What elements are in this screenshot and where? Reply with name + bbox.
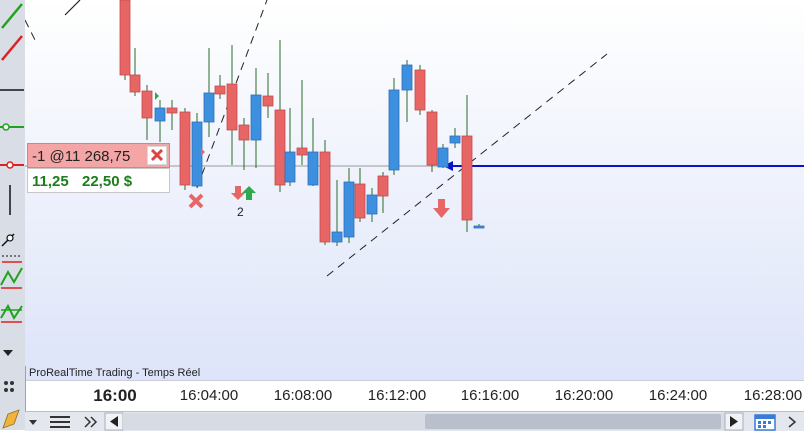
- cancel-order-button[interactable]: [147, 146, 167, 165]
- marker-count-label: 2: [237, 205, 244, 219]
- fast-forward-icon[interactable]: [84, 416, 98, 428]
- chart-canvas: [25, 0, 804, 277]
- sell-arrow-icon: [231, 186, 245, 200]
- candle-body[interactable]: [141, 90, 153, 119]
- time-label: 16:04:00: [179, 387, 239, 404]
- position-pnl-box: 11,25 22,50 $: [27, 168, 170, 193]
- candle-body[interactable]: [179, 111, 191, 186]
- candle-body[interactable]: [473, 225, 485, 229]
- candle-body[interactable]: [203, 92, 215, 123]
- green-segment-icon[interactable]: [0, 123, 24, 131]
- candle-body[interactable]: [377, 175, 389, 197]
- fibonacci-icon[interactable]: [0, 267, 23, 289]
- close-trade-marker-icon: [188, 193, 204, 209]
- red-line-icon[interactable]: [1, 35, 23, 61]
- platform-watermark: ProRealTime Trading - Temps Réel: [29, 367, 201, 379]
- time-axis[interactable]: 16:00 16:04:00 16:08:00 16:12:00 16:16:0…: [25, 380, 804, 412]
- buy-arrow-icon: [242, 186, 256, 200]
- candle-body[interactable]: [401, 64, 413, 91]
- bottom-scrollbar[interactable]: [25, 411, 804, 431]
- candle-body[interactable]: [354, 183, 366, 219]
- chevron-right-icon[interactable]: [788, 416, 797, 428]
- candle-body[interactable]: [319, 151, 331, 243]
- time-label: 16:08:00: [273, 387, 333, 404]
- candle-body[interactable]: [191, 121, 203, 187]
- scroll-left-button[interactable]: [104, 412, 124, 431]
- channel-icon[interactable]: [2, 255, 22, 263]
- candle-body[interactable]: [437, 147, 449, 168]
- trendline[interactable]: [326, 53, 608, 277]
- menu-icon[interactable]: [50, 416, 70, 428]
- candle-body[interactable]: [250, 94, 262, 141]
- candle-body[interactable]: [284, 151, 296, 183]
- buy-marker-icon: [155, 92, 159, 100]
- left-bottom-toolbar: [0, 366, 26, 430]
- candle-body[interactable]: [331, 231, 343, 243]
- candle-body[interactable]: [426, 111, 438, 166]
- pnl-money: 22,50 $: [82, 173, 133, 190]
- pending-order-box[interactable]: -1 @11 268,75: [27, 143, 170, 168]
- order-panel[interactable]: -1 @11 268,75 11,25 22,50 $: [27, 143, 170, 193]
- candle-body[interactable]: [388, 89, 400, 171]
- candle-body[interactable]: [262, 95, 274, 107]
- candle-body[interactable]: [461, 135, 473, 221]
- candle-body[interactable]: [166, 107, 178, 114]
- pnl-points: 11,25: [32, 173, 69, 190]
- scroll-right-button[interactable]: [724, 412, 744, 431]
- candle-body[interactable]: [119, 0, 131, 76]
- candle-body[interactable]: [307, 151, 319, 186]
- dropdown-arrow-icon[interactable]: [3, 350, 13, 356]
- dropdown-arrow-icon[interactable]: [29, 420, 37, 425]
- trendline[interactable]: [64, 0, 81, 16]
- time-label: 16:12:00: [367, 387, 427, 404]
- time-label: 16:00: [93, 386, 137, 405]
- candle-body[interactable]: [154, 107, 166, 122]
- trendline[interactable]: [25, 19, 36, 41]
- red-segment-icon[interactable]: [0, 161, 24, 169]
- sell-marker-icon: [201, 148, 205, 156]
- calendar-icon[interactable]: [754, 414, 776, 431]
- candle-body[interactable]: [226, 83, 238, 131]
- candle-body[interactable]: [414, 69, 426, 111]
- scroll-track[interactable]: [123, 413, 725, 430]
- candle-body[interactable]: [214, 85, 226, 95]
- candle-body[interactable]: [366, 194, 378, 215]
- line-icon[interactable]: [1, 3, 23, 29]
- time-label: 16:20:00: [554, 387, 614, 404]
- candle-body[interactable]: [238, 124, 250, 141]
- sell-arrow-icon: [433, 199, 450, 218]
- toolbar-icons: [0, 3, 24, 356]
- candle-body[interactable]: [449, 135, 461, 144]
- more-options-icon[interactable]: [4, 381, 14, 392]
- zigzag-icon[interactable]: [0, 303, 23, 323]
- pencil-icon[interactable]: [2, 409, 20, 429]
- ray-icon[interactable]: [1, 233, 15, 247]
- close-icon: [150, 148, 164, 162]
- time-label: 16:24:00: [648, 387, 708, 404]
- order-label: -1 @11 268,75: [32, 148, 131, 165]
- candle-body[interactable]: [343, 181, 355, 238]
- time-label: 16:28:00: [743, 387, 803, 404]
- candle-body[interactable]: [129, 74, 141, 93]
- time-label: 16:16:00: [460, 387, 520, 404]
- candle-body[interactable]: [296, 147, 308, 156]
- candle-body[interactable]: [274, 109, 286, 186]
- drawing-toolbar: [0, 0, 26, 366]
